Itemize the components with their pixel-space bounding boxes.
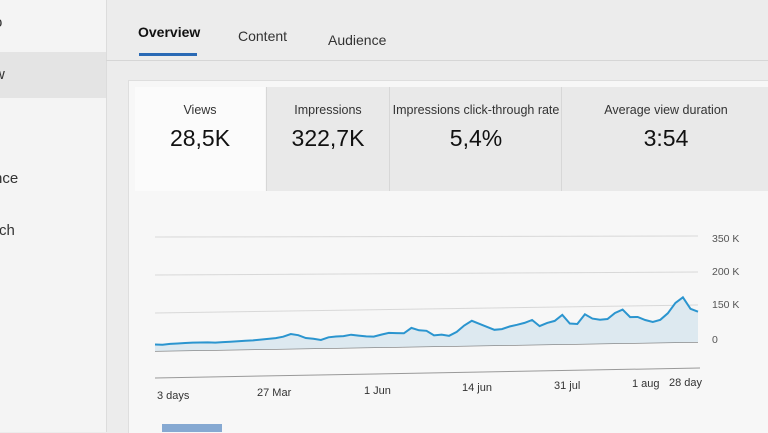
see-more-link[interactable] — [162, 424, 222, 432]
y-tick-label: 0 — [712, 334, 718, 346]
y-axis-ticks: 350 K 200 K 150 K 0 — [712, 233, 739, 346]
x-tick-label: 1 Jun — [364, 385, 391, 397]
x-tick-label: 3 days — [157, 390, 190, 402]
metric-impressions-label: Impressions — [294, 103, 362, 117]
x-axis-ticks: 3 days 27 Mar 1 Jun 14 jun 31 jul 1 aug 28 day — [157, 377, 703, 402]
y-tick-label: 150 K — [712, 299, 739, 311]
metric-ctr-label: Impressions click-through rate — [392, 103, 560, 117]
metric-views-value: 28,5K — [169, 125, 231, 151]
grid-line-4 — [154, 367, 701, 379]
chart-grid — [154, 235, 701, 379]
metric-impressions[interactable]: Impressions 322,7K — [266, 87, 389, 191]
metric-views-label: Views — [183, 103, 217, 117]
x-tick-label: 1 aug — [632, 378, 660, 390]
metric-impressions-value: 322,7K — [291, 125, 365, 151]
metric-avg-duration[interactable]: Average view duration 3:54 — [561, 87, 768, 191]
x-tick-label: 14 jun — [462, 382, 492, 394]
x-tick-label: 27 Mar — [257, 387, 292, 399]
active-tab-indicator — [139, 53, 197, 56]
sidebar-item-4[interactable]: rch — [0, 222, 15, 239]
metric-avg-duration-value: 3:54 — [643, 125, 689, 151]
tab-divider — [106, 60, 768, 61]
sidebar-item-1[interactable]: w — [0, 52, 106, 98]
tab-bar: Overview Content Audience — [106, 0, 768, 62]
metric-ctr[interactable]: Impressions click-through rate 5,4% — [389, 87, 562, 191]
grid-line-1 — [154, 271, 699, 276]
metric-views[interactable]: Views 28,5K — [135, 87, 265, 191]
chart-area-fill — [155, 297, 698, 351]
grid-line-0 — [154, 235, 699, 238]
metric-avg-duration-label: Average view duration — [604, 103, 728, 117]
grid-line-2 — [154, 304, 699, 314]
x-tick-label: 28 day — [669, 377, 703, 389]
x-tick-label: 31 jul — [554, 380, 580, 392]
sidebar: owtncerch — [0, 0, 107, 432]
chart-series-line — [154, 295, 699, 346]
overview-card: Views 28,5K Impressions 322,7K Impressio… — [128, 80, 768, 433]
metric-ctr-value: 5,4% — [449, 125, 503, 151]
y-tick-label: 200 K — [712, 266, 739, 278]
sidebar-item-3[interactable]: nce — [0, 170, 19, 187]
tab-overview[interactable]: Overview — [138, 24, 201, 40]
tab-content[interactable]: Content — [238, 28, 288, 44]
y-tick-label: 350 K — [712, 233, 739, 245]
sidebar-item-0[interactable]: o — [0, 0, 106, 46]
tab-audience[interactable]: Audience — [328, 32, 387, 48]
